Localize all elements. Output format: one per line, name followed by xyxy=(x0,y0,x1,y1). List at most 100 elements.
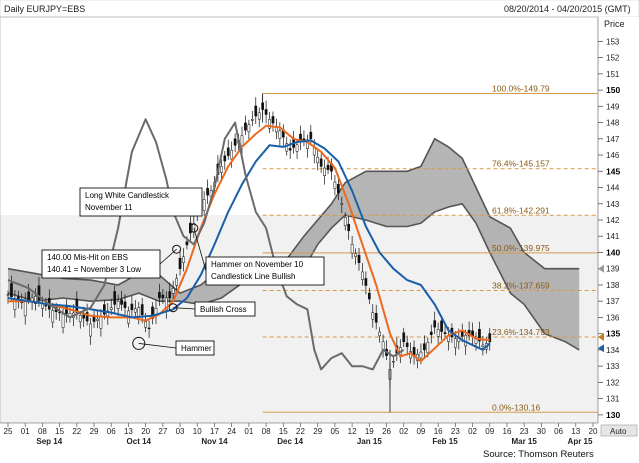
candle-body-116 xyxy=(405,342,409,347)
x-month-label-2: Nov 14 xyxy=(201,437,228,446)
candle-body-71 xyxy=(250,119,254,121)
candle-body-140 xyxy=(488,333,492,343)
x-tick-label-22: 26 xyxy=(382,427,391,436)
x-tick-label-29: 16 xyxy=(503,427,512,436)
candle-body-88 xyxy=(309,131,313,140)
y-tick-label-148: 148 xyxy=(606,119,620,128)
candle-body-8 xyxy=(34,296,37,304)
y-axis: 130 131 132 133 134 135 136 137 138 139 140 141 142 1… xyxy=(598,37,620,420)
candle-body-32 xyxy=(116,300,120,309)
candle-body-64 xyxy=(226,147,230,156)
candle-body-81 xyxy=(285,143,289,152)
candle-body-16 xyxy=(61,313,65,328)
candle-body-66 xyxy=(233,138,237,146)
candle-body-30 xyxy=(109,307,113,310)
annotation-text-2-1: Candlestick Line Bullish xyxy=(211,272,296,281)
y-tick-label-144: 144 xyxy=(606,184,620,193)
candle-body-28 xyxy=(103,304,106,315)
x-tick-label-30: 23 xyxy=(520,427,529,436)
candle-body-97 xyxy=(340,203,344,205)
candle-body-31 xyxy=(113,291,117,305)
candle-body-38 xyxy=(137,307,141,318)
candle-body-20 xyxy=(75,298,79,313)
candle-body-9 xyxy=(37,285,41,300)
candle-body-126 xyxy=(440,320,443,332)
candle-body-57 xyxy=(202,199,206,211)
y-tick-label-137: 137 xyxy=(606,297,620,306)
y-tick-label-149: 149 xyxy=(606,102,620,111)
x-month-label-7: Apr 15 xyxy=(568,437,593,446)
chart-title: Daily EURJPY=EBS xyxy=(4,4,85,14)
x-axis: 25 01 08 15 22 29 06 13 20 27 03 10 17 24 01 08 15 22 29 05… xyxy=(4,423,598,446)
candle-body-75 xyxy=(264,109,268,115)
candle-body-109 xyxy=(381,341,385,350)
candle-body-5 xyxy=(23,300,27,317)
y-tick-label-130: 130 xyxy=(606,410,620,420)
candle-body-98 xyxy=(343,217,347,226)
x-tick-label-18: 29 xyxy=(313,427,322,436)
x-tick-label-12: 17 xyxy=(210,427,219,436)
fib-label-1: 76.4%-145.157 xyxy=(492,159,550,169)
candle-body-100 xyxy=(350,244,354,254)
x-tick-label-32: 06 xyxy=(554,427,563,436)
candle-body-138 xyxy=(481,344,485,347)
series-line-0 xyxy=(8,124,490,363)
candle-body-107 xyxy=(374,312,378,323)
y-tick-label-147: 147 xyxy=(606,135,620,144)
candle-body-37 xyxy=(133,308,137,313)
x-tick-label-9: 27 xyxy=(158,427,167,436)
candle-body-93 xyxy=(326,164,330,170)
y-marker-0 xyxy=(598,264,604,273)
candle-body-103 xyxy=(361,271,364,280)
candle-body-69 xyxy=(244,122,247,131)
x-tick-label-27: 02 xyxy=(468,427,477,436)
candle-body-92 xyxy=(323,167,326,177)
x-month-label-1: Oct 14 xyxy=(127,437,152,446)
date-range: 08/20/2014 - 04/20/2015 (GMT) xyxy=(504,4,631,14)
candle-body-1 xyxy=(10,283,13,297)
y-tick-label-152: 152 xyxy=(606,54,620,63)
candle-body-41 xyxy=(147,327,151,330)
y-tick-label-133: 133 xyxy=(606,362,620,371)
candle-body-120 xyxy=(419,351,423,359)
candle-body-72 xyxy=(254,105,258,117)
candle-body-53 xyxy=(189,222,192,234)
candle-body-34 xyxy=(123,301,127,308)
x-tick-label-2: 08 xyxy=(38,427,47,436)
annotation-box-2 xyxy=(205,256,325,286)
candle-body-106 xyxy=(371,312,375,320)
series-line-1 xyxy=(7,139,491,351)
candle-body-0 xyxy=(6,294,10,296)
candle-body-125 xyxy=(436,329,440,337)
x-tick-label-7: 13 xyxy=(124,427,133,436)
x-tick-label-20: 12 xyxy=(348,427,357,436)
candle-body-136 xyxy=(474,336,478,344)
candle-body-101 xyxy=(354,253,357,257)
fib-label-2: 61.8%-142.291 xyxy=(492,205,550,215)
x-tick-label-33: 13 xyxy=(571,427,580,436)
auto-scale-button[interactable] xyxy=(600,424,638,437)
x-tick-label-5: 29 xyxy=(90,427,99,436)
annotation-box-0 xyxy=(79,187,203,217)
x-tick-label-25: 16 xyxy=(434,427,443,436)
candle-body-13 xyxy=(51,310,55,323)
candle-body-45 xyxy=(161,294,165,299)
x-axis-panel xyxy=(0,423,639,445)
candle-body-65 xyxy=(230,149,234,160)
x-month-label-5: Feb 15 xyxy=(432,437,458,446)
candle-body-76 xyxy=(268,119,271,129)
y-tick-label-145: 145 xyxy=(606,166,620,176)
y-tick-label-138: 138 xyxy=(606,281,620,290)
y-tick-label-151: 151 xyxy=(606,70,620,79)
candle-body-46 xyxy=(164,297,168,311)
fib-label-0: 100.0%-149.79 xyxy=(492,83,550,93)
y-tick-label-132: 132 xyxy=(606,378,620,387)
candle-body-36 xyxy=(130,303,134,311)
x-tick-label-24: 09 xyxy=(416,427,425,436)
x-month-label-6: Mar 15 xyxy=(511,437,537,446)
candle-body-108 xyxy=(378,331,381,337)
candle-body-89 xyxy=(312,147,316,156)
source-credit: Source: Thomson Reuters xyxy=(483,449,594,460)
x-tick-label-17: 22 xyxy=(296,427,305,436)
